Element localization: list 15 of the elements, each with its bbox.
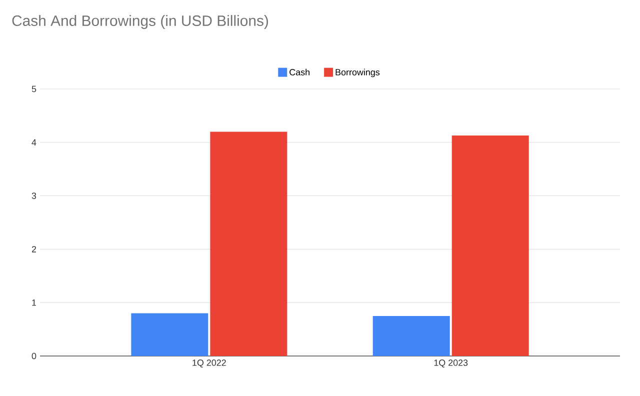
y-tick-label: 4 bbox=[32, 139, 36, 146]
y-tick-label: 3 bbox=[32, 192, 36, 199]
x-tick-label: 1Q 2023 bbox=[434, 360, 468, 368]
bar bbox=[210, 132, 288, 356]
y-tick-label: 0 bbox=[32, 352, 36, 360]
bar bbox=[372, 316, 450, 356]
bar bbox=[452, 135, 529, 356]
y-tick-label: 5 bbox=[32, 86, 36, 92]
y-tick-label: 2 bbox=[32, 246, 36, 252]
legend-label: Borrowings bbox=[336, 68, 380, 78]
chart-title: Cash And Borrowings (in USD Billions) bbox=[12, 15, 268, 29]
bar bbox=[131, 313, 208, 356]
legend-label: Cash bbox=[290, 68, 310, 76]
y-tick-label: 1 bbox=[32, 300, 36, 306]
x-tick-label: 1Q 2022 bbox=[192, 360, 226, 368]
